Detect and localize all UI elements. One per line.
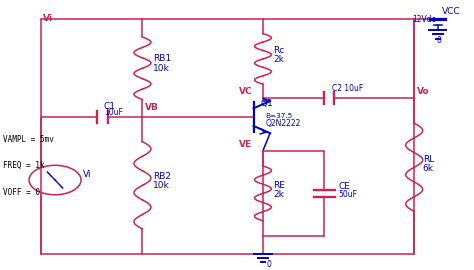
Text: Vo: Vo <box>417 87 430 96</box>
Text: Vi: Vi <box>43 14 53 23</box>
Text: VE: VE <box>239 140 253 148</box>
Text: 6k: 6k <box>423 164 434 173</box>
Text: 2k: 2k <box>273 55 284 64</box>
Text: VB: VB <box>145 103 159 112</box>
Text: C2 10uF: C2 10uF <box>331 84 363 93</box>
Text: CE: CE <box>338 182 350 191</box>
Text: Vi: Vi <box>83 170 92 179</box>
Text: FREQ = 1k: FREQ = 1k <box>3 161 45 170</box>
Text: VOFF = 0: VOFF = 0 <box>3 188 40 197</box>
Text: 10k: 10k <box>153 64 170 73</box>
Text: 0: 0 <box>437 36 441 45</box>
Text: 10uF: 10uF <box>104 108 123 117</box>
Text: RB1: RB1 <box>153 55 171 63</box>
Text: C1: C1 <box>104 102 116 110</box>
Text: VAMPL = 5mv: VAMPL = 5mv <box>3 134 54 144</box>
Text: VCC: VCC <box>442 7 460 16</box>
Text: RB2: RB2 <box>153 171 171 181</box>
Text: RL: RL <box>423 155 434 164</box>
Text: Q2N2222: Q2N2222 <box>265 119 301 128</box>
Text: 10k: 10k <box>153 181 170 190</box>
Text: Q1: Q1 <box>261 99 273 109</box>
Text: Rc: Rc <box>273 46 285 55</box>
Text: 12Vdc: 12Vdc <box>412 15 436 24</box>
Text: 0: 0 <box>267 260 272 269</box>
Text: B=37.5: B=37.5 <box>265 113 292 119</box>
Text: 2k: 2k <box>273 190 284 199</box>
Text: VC: VC <box>239 87 253 96</box>
Text: 50uF: 50uF <box>338 190 357 199</box>
Text: RE: RE <box>273 181 285 190</box>
